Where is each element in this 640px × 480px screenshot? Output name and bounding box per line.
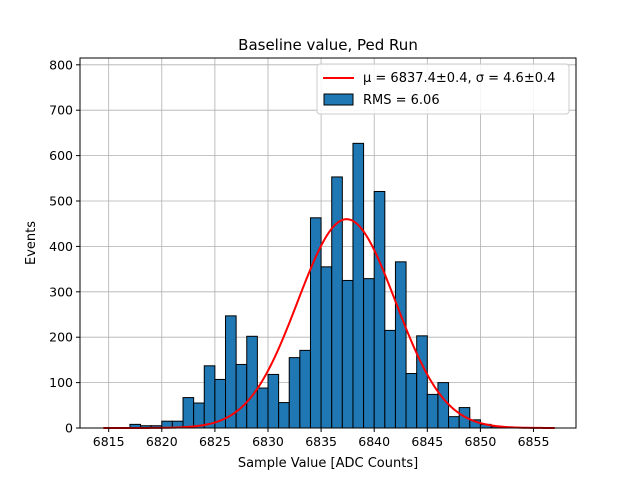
histogram-bar (416, 335, 428, 429)
x-tick-label: 6850 (465, 434, 497, 449)
x-axis-ticks: 6815 6820 6825 6830 6835 6840 6845 6850 6855 (93, 428, 550, 449)
chart-title: Baseline value, Ped Run (238, 36, 418, 54)
histogram-bar (405, 373, 418, 429)
x-tick-label: 6855 (518, 434, 550, 449)
y-tick-label: 800 (49, 57, 73, 72)
histogram-bar (235, 363, 248, 429)
y-axis-label: Events (24, 221, 39, 265)
x-axis-label: Sample Value [ADC Counts] (238, 456, 418, 471)
histogram-bar (373, 190, 386, 429)
histogram-bar (448, 416, 460, 429)
legend-hist-label: RMS = 6.06 (363, 93, 440, 108)
x-tick-label: 6835 (305, 434, 337, 449)
histogram-bar (299, 349, 311, 429)
histogram-bar (288, 357, 301, 429)
histogram-bar (341, 279, 354, 429)
y-tick-label: 600 (49, 148, 73, 163)
histogram-bar (394, 261, 407, 429)
histogram-bar (384, 329, 396, 429)
histogram-bar (225, 315, 237, 429)
histogram-bars (129, 142, 503, 429)
x-tick-label: 6845 (411, 434, 443, 449)
y-tick-label: 700 (49, 103, 73, 118)
legend-fit-label: μ = 6837.4±0.4, σ = 4.6±0.4 (363, 71, 555, 86)
legend-box (316, 63, 570, 115)
histogram-bar (331, 176, 343, 429)
y-tick-label: 200 (49, 330, 73, 345)
y-tick-label: 400 (49, 239, 73, 254)
y-tick-label: 0 (65, 421, 73, 436)
histogram-bar (352, 142, 365, 429)
x-tick-label: 6830 (252, 434, 284, 449)
histogram-bar (320, 266, 333, 429)
y-tick-label: 300 (49, 284, 73, 299)
histogram-bar (203, 365, 216, 429)
histogram-bar (256, 387, 269, 429)
y-axis-ticks: 0 100 200 300 400 500 600 700 800 (49, 57, 80, 436)
histogram-bar (437, 382, 450, 429)
y-tick-label: 100 (49, 375, 73, 390)
histogram-bar (246, 335, 258, 429)
histogram-bar (267, 373, 280, 429)
x-tick-label: 6820 (146, 434, 178, 449)
legend-hist-patch (323, 93, 354, 106)
plot-frame (79, 57, 577, 429)
gaussian-fit-curve (103, 218, 555, 429)
x-tick-label: 6815 (93, 434, 125, 449)
histogram-bar (426, 393, 439, 429)
histogram-bar (182, 397, 195, 429)
y-tick-label: 500 (49, 194, 73, 209)
histogram-bar (363, 278, 375, 429)
histogram-bar (193, 402, 205, 429)
histogram-bar (278, 402, 290, 429)
legend: μ = 6837.4±0.4, σ = 4.6±0.4 RMS = 6.06 (316, 63, 570, 115)
x-tick-label: 6825 (199, 434, 231, 449)
x-tick-label: 6840 (358, 434, 390, 449)
